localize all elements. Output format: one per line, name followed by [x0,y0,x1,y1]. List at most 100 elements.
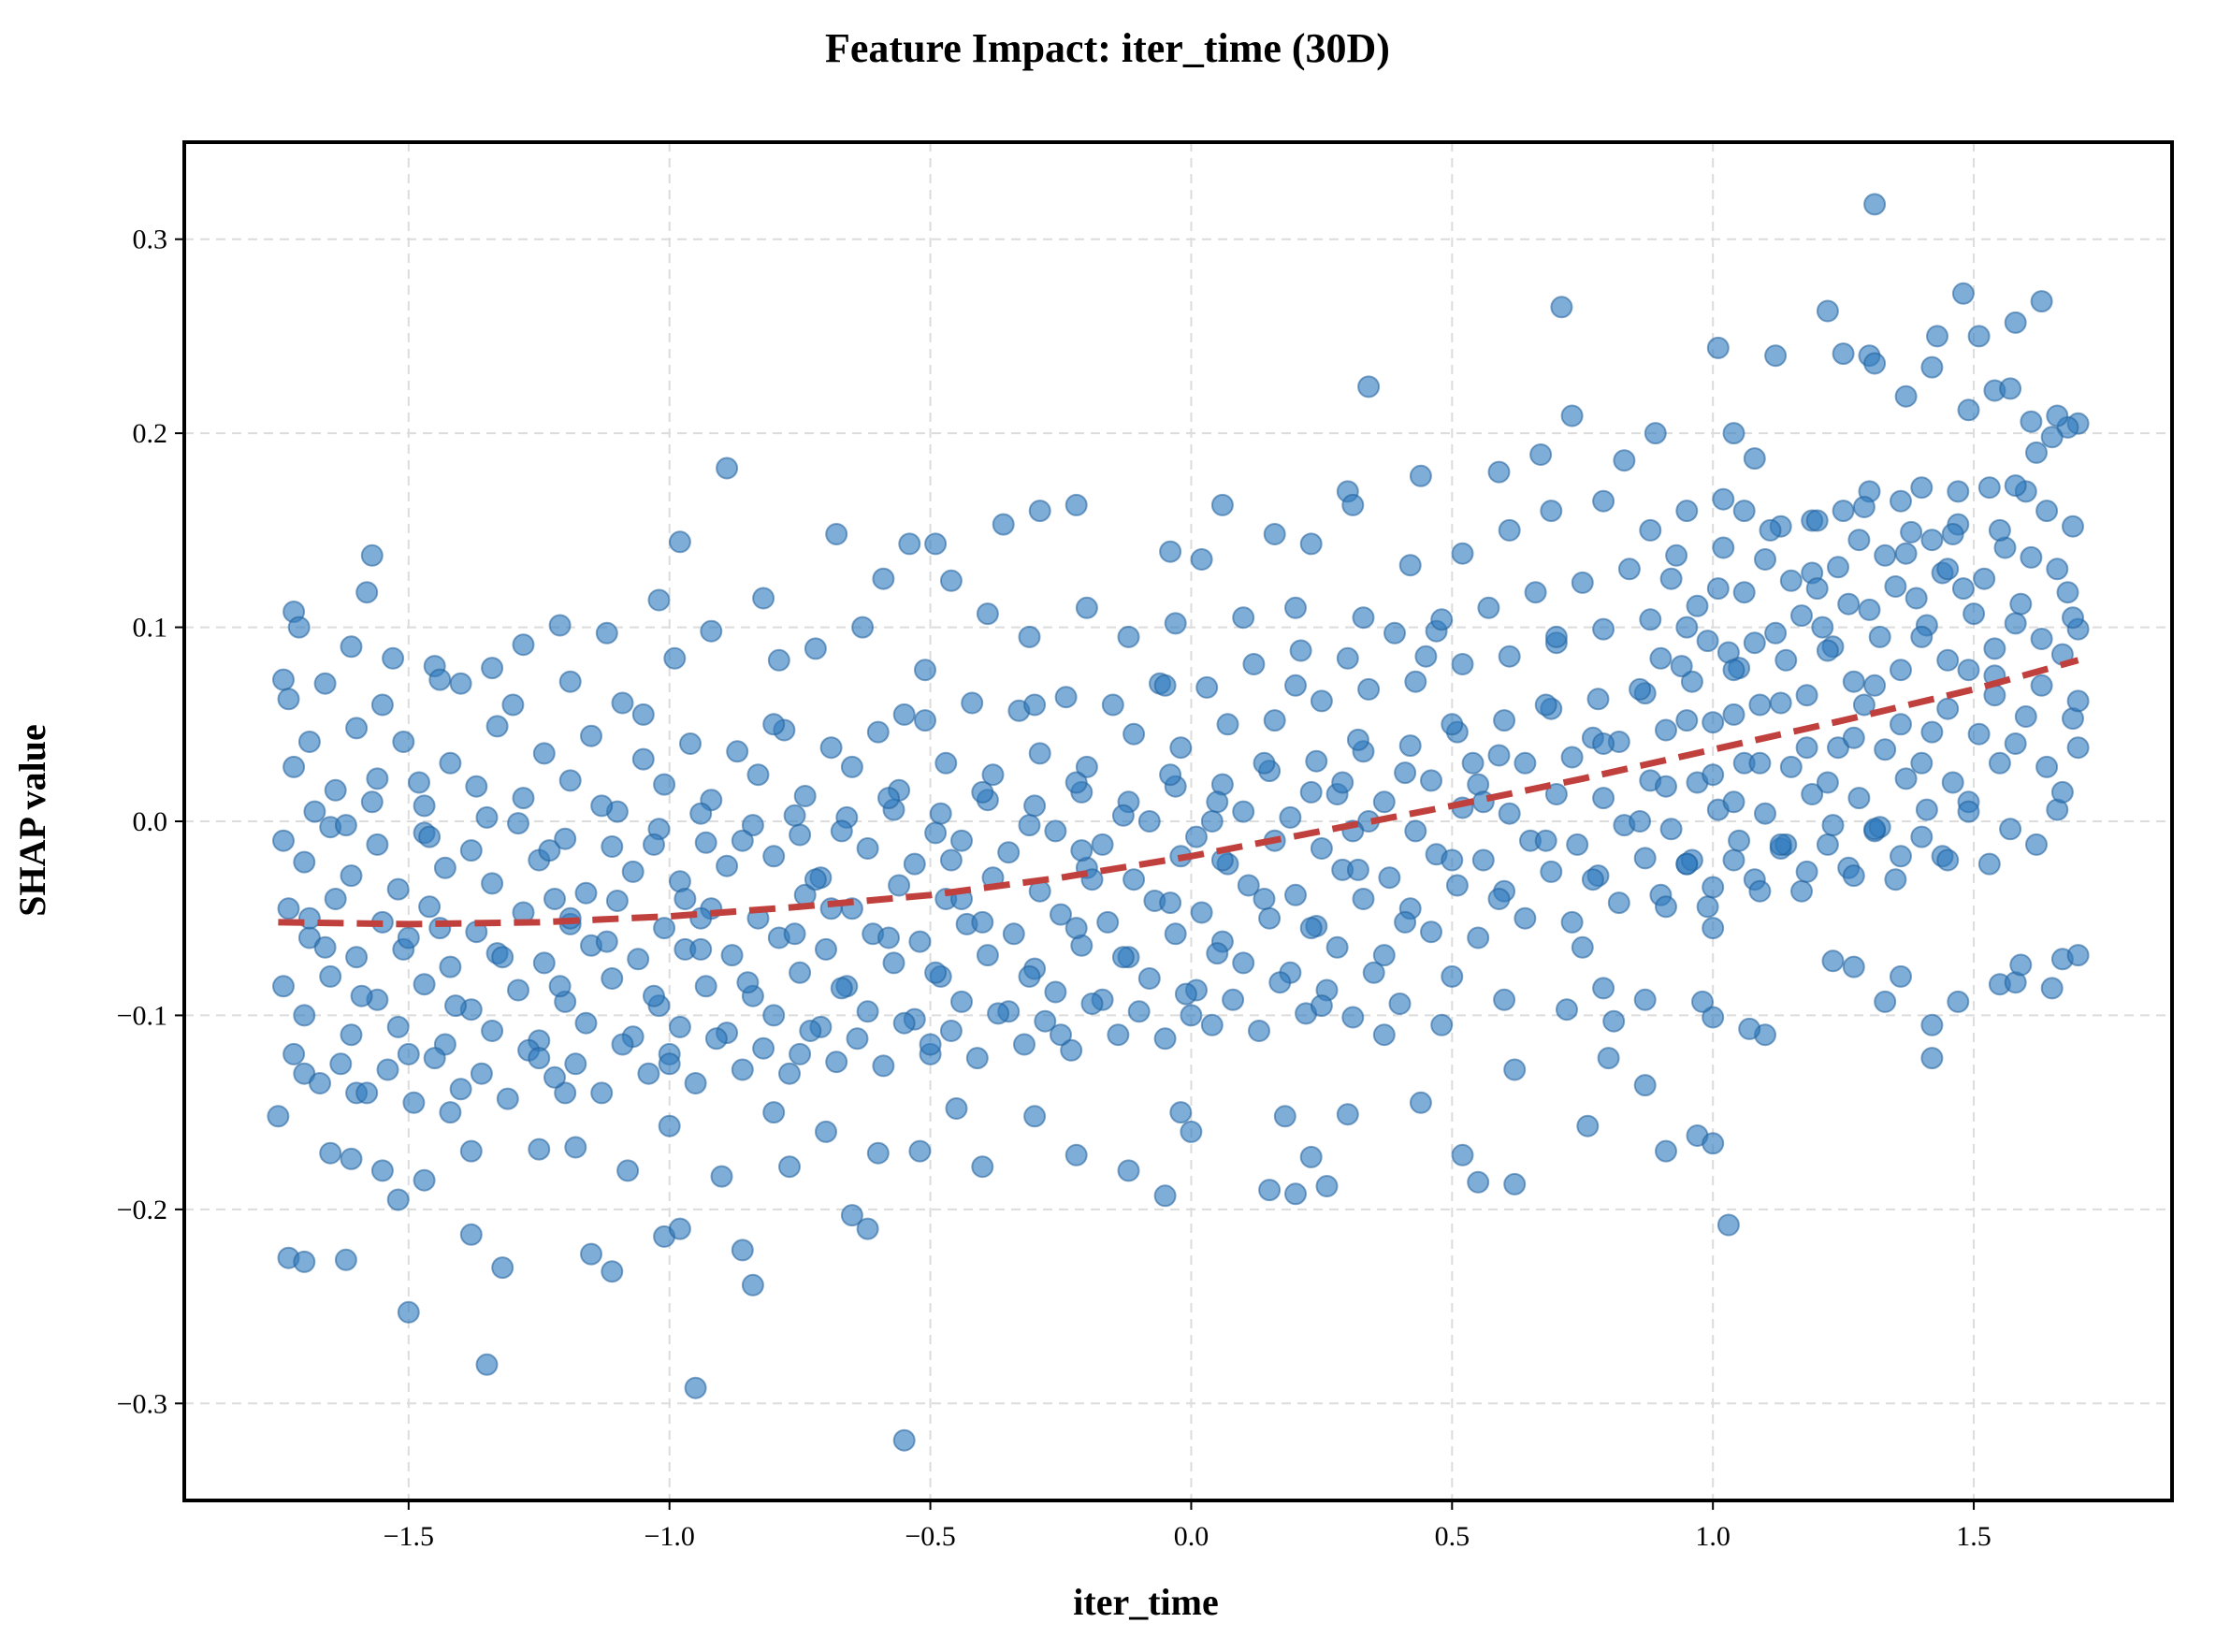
data-point [1842,955,1865,978]
data-point [1571,571,1594,594]
data-point [501,693,525,717]
data-point [1712,487,1735,511]
data-point [997,841,1021,864]
data-point [1977,852,2001,876]
data-point [366,833,389,856]
data-point [929,802,952,825]
data-point [1936,648,1960,672]
data-point [397,926,420,949]
data-point [1310,994,1333,1018]
data-point [293,850,316,874]
data-point [1586,688,1610,711]
data-point [1748,751,1772,775]
data-point [1670,655,1693,678]
data-point [370,693,394,717]
data-point [934,751,958,775]
data-point [1868,625,1891,648]
y-tick-label: −0.3 [117,1388,167,1419]
data-point [459,839,483,862]
data-point [1242,653,1266,675]
data-point [627,948,650,971]
data-point [892,1011,916,1035]
data-point [1920,720,1944,744]
y-tick-label: 0.1 [133,613,168,644]
y-tick-label: −0.1 [117,1000,167,1031]
data-point [1821,949,1845,973]
data-point [2066,689,2090,713]
data-point [1592,977,1615,1000]
data-point [590,794,614,818]
data-point [1863,674,1887,697]
data-point [491,946,514,969]
data-point [574,1011,598,1035]
data-point [1352,888,1375,910]
data-point [1592,617,1615,641]
data-point [1728,829,1751,852]
x-tick-label: −1.0 [644,1521,694,1552]
data-point [1675,709,1699,732]
data-point [1013,1033,1036,1056]
data-point [475,1353,499,1376]
data-point [1357,375,1381,399]
data-point [1441,964,1464,988]
data-point [866,1141,890,1165]
data-point [558,670,582,693]
data-point [2009,953,2033,977]
data-point [663,646,687,670]
data-point [532,951,556,975]
data-point [1028,500,1051,523]
data-point [908,1139,932,1163]
data-point [1649,646,1673,670]
data-point [580,724,602,747]
data-point [1560,910,1584,934]
data-point [1232,951,1255,975]
data-point [1544,625,1568,648]
data-point [1222,988,1245,1011]
data-point [1018,814,1041,837]
data-point [840,755,863,778]
data-point [1910,751,1934,775]
data-point [1884,575,1907,598]
data-point [1890,659,1912,682]
data-point [1905,587,1928,610]
data-point [1769,833,1792,856]
data-point [1503,1172,1527,1196]
y-tick-label: 0.2 [133,418,168,449]
data-point [329,1052,353,1076]
data-point [1279,805,1302,829]
data-point [334,1248,357,1271]
data-point [1169,736,1193,760]
data-point [1748,879,1772,903]
data-point [939,1020,963,1042]
data-point [1675,852,1699,876]
data-point [1544,783,1568,805]
data-point [1894,542,1918,565]
data-point [981,763,1005,787]
data-point [1441,713,1464,736]
x-axis-label: iter_time [1073,1581,1218,1623]
data-point [731,1239,754,1262]
data-point [1383,621,1406,645]
data-point [1253,751,1276,775]
data-point [1832,342,1855,366]
data-point [1842,726,1865,749]
data-point [1592,489,1615,513]
data-point [1451,653,1474,675]
data-point [689,937,713,961]
data-point [1732,500,1756,523]
data-point [1524,581,1547,604]
trend-layer [278,657,2079,928]
data-point [1738,1017,1761,1040]
data-point [1633,847,1657,870]
data-point [350,984,373,1007]
data-point [303,800,326,823]
data-point [658,1114,681,1138]
data-point [470,1062,493,1085]
data-point [418,895,442,919]
data-point [1957,399,1980,422]
data-point [939,848,963,872]
data-point [1816,299,1839,323]
data-point [2025,833,2048,856]
data-point [1754,548,1776,571]
